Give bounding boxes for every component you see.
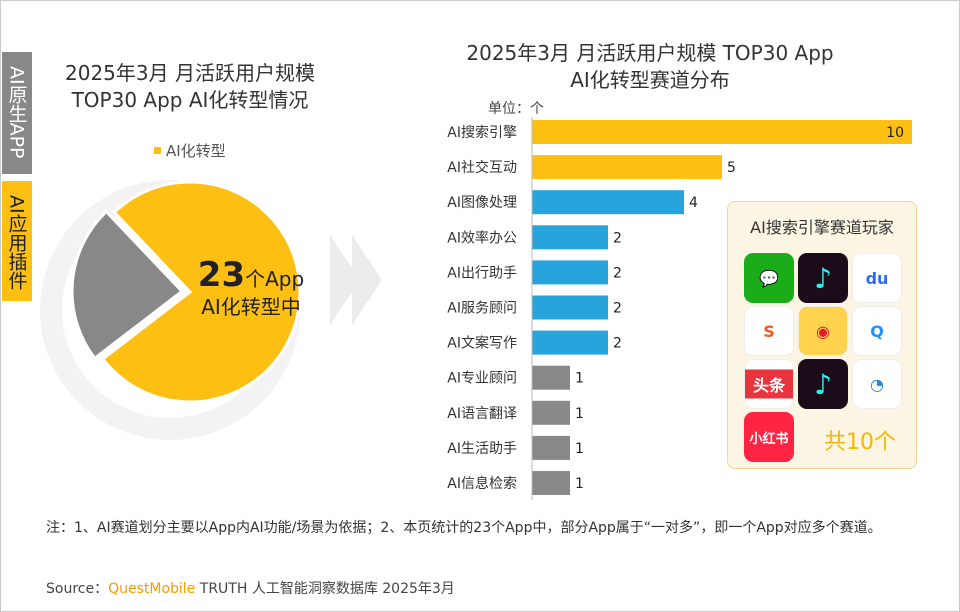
- bar-value-label: 5: [727, 160, 736, 176]
- bar-category-label: AI语言翻译: [447, 406, 517, 422]
- xiaohongshu-app-icon: 小红书: [744, 412, 794, 462]
- footnote: 注：1、AI赛道划分主要以App内AI功能/场景为依据；2、本页统计的23个Ap…: [46, 520, 882, 536]
- bar: [532, 330, 608, 355]
- weibo-app-icon: ◉: [798, 306, 848, 356]
- bar: [532, 190, 684, 215]
- tencent-news-app-icon: ◔: [852, 359, 902, 409]
- bar-value-label: 4: [689, 195, 698, 211]
- bar-value-label: 2: [613, 265, 622, 281]
- legend-swatch: [154, 147, 161, 154]
- bar: [532, 120, 912, 144]
- pie-slice: [70, 209, 185, 361]
- bar-category-label: AI社交互动: [447, 159, 517, 176]
- bar-category-label: AI搜索引擎: [447, 124, 517, 141]
- baidu-app-icon: du: [852, 253, 902, 303]
- tab-ai-plugin[interactable]: AI应用插件: [2, 181, 32, 301]
- bar-category-label: AI信息检索: [447, 475, 517, 492]
- bar: [532, 471, 570, 495]
- wechat-app-icon: 💬: [744, 253, 794, 303]
- bar-category-label: AI文案写作: [447, 335, 517, 352]
- bar: [532, 155, 722, 180]
- bar-value-label: 2: [613, 336, 622, 352]
- bar: [532, 400, 570, 425]
- arrow-icon: [352, 235, 382, 325]
- bar: [532, 260, 608, 285]
- pie-slice: [100, 180, 302, 404]
- bar: [532, 295, 608, 320]
- bar-value-label: 2: [613, 301, 622, 317]
- bar-category-label: AI图像处理: [447, 195, 517, 211]
- bar-value-label: 1: [575, 406, 584, 422]
- pie-center-label: 23个App AI化转型中: [197, 255, 305, 319]
- sogou-app-icon: S: [744, 306, 794, 356]
- bar-value-label: 1: [575, 441, 584, 457]
- bar-category-label: AI生活助手: [447, 441, 517, 457]
- qq-browser-app-icon: Q: [852, 306, 902, 356]
- tab-ai-native-app[interactable]: AI原生APP: [2, 52, 32, 174]
- bar-value-label: 1: [575, 476, 584, 492]
- douyin-app-icon: ♪: [798, 253, 848, 303]
- bar-category-label: AI专业顾问: [447, 371, 517, 387]
- bar-category-label: AI效率办公: [447, 229, 517, 246]
- bar: [532, 365, 570, 390]
- bar-value-label: 2: [613, 230, 622, 246]
- source: Source：QuestMobile TRUTH 人工智能洞察数据库 2025年…: [46, 581, 455, 597]
- right-title: 2025年3月 月活跃用户规模 TOP30 App AI化转型赛道分布: [466, 41, 834, 92]
- left-title: 2025年3月 月活跃用户规模 TOP30 App AI化转型情况: [65, 61, 315, 112]
- bar-value-label: 1: [575, 371, 584, 387]
- bar: [532, 435, 570, 460]
- toutiao-app-icon: 头条: [744, 359, 794, 409]
- douyin-lite-app-icon: ♪: [798, 359, 848, 409]
- bar-category-label: AI服务顾问: [447, 301, 517, 317]
- bar: [532, 225, 608, 250]
- search-engine-players-panel: AI搜索引擎赛道玩家 💬 ♪ du S ◉ Q 头条 ♪ ◔ 小红书 共10个: [727, 201, 917, 469]
- bar-value-label: 10: [886, 125, 904, 141]
- player-count: 共10个: [824, 430, 896, 455]
- unit-label: 单位：个: [488, 101, 544, 117]
- pie-legend: AI化转型: [154, 140, 226, 161]
- bar-category-label: AI出行助手: [447, 265, 517, 281]
